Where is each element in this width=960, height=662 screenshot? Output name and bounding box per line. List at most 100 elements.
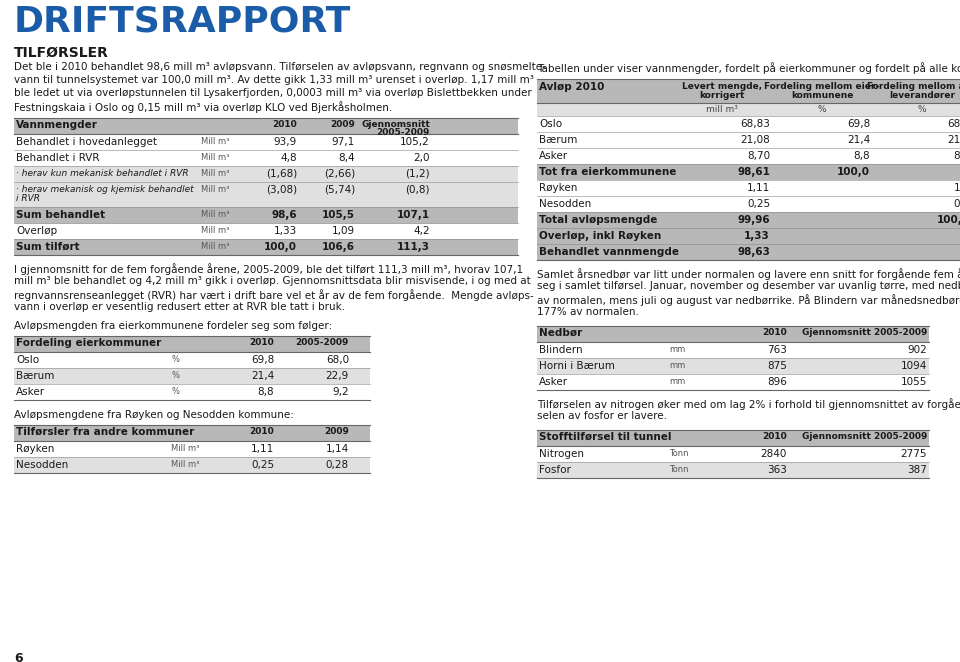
Text: 8,8: 8,8 (257, 387, 274, 397)
Text: 2010: 2010 (762, 432, 787, 441)
Bar (537, 462, 929, 478)
Bar (537, 132, 960, 148)
Text: Avløpsmengden fra eierkommunene fordeler seg som følger:: Avløpsmengden fra eierkommunene fordeler… (14, 321, 332, 331)
Text: Horni i Bærum: Horni i Bærum (539, 361, 614, 371)
Text: 1,11: 1,11 (251, 444, 274, 454)
Text: 93,9: 93,9 (274, 137, 297, 147)
Text: 107,1: 107,1 (396, 210, 430, 220)
Text: Røyken: Røyken (16, 444, 55, 454)
Text: Asker: Asker (16, 387, 45, 397)
Bar (14, 368, 370, 384)
Bar (14, 239, 518, 255)
Text: selen av fosfor er lavere.: selen av fosfor er lavere. (537, 411, 667, 421)
Text: (1,68): (1,68) (266, 169, 297, 179)
Text: 0,2: 0,2 (953, 199, 960, 209)
Text: 0,25: 0,25 (251, 460, 274, 470)
Text: Mill m³: Mill m³ (201, 185, 229, 194)
Text: Det ble i 2010 behandlet 98,6 mill m³ avløpsvann. Tilførselen av avløpsvann, reg: Det ble i 2010 behandlet 98,6 mill m³ av… (14, 62, 546, 72)
Text: kommunene: kommunene (791, 91, 853, 100)
Text: 21,08: 21,08 (740, 135, 770, 145)
Text: Tilførselen av nitrogen øker med om lag 2% i forhold til gjennomsnittet av forgå: Tilførselen av nitrogen øker med om lag … (537, 398, 960, 410)
Bar (537, 326, 929, 342)
Text: leverandører: leverandører (889, 91, 955, 100)
Text: Mill m³: Mill m³ (201, 226, 229, 235)
Bar (537, 212, 960, 228)
Text: 177% av normalen.: 177% av normalen. (537, 307, 638, 317)
Text: 6: 6 (14, 652, 23, 662)
Text: Fordeling mellom eier-: Fordeling mellom eier- (764, 82, 879, 91)
Text: Avløpsmengdene fra Røyken og Nesodden kommune:: Avløpsmengdene fra Røyken og Nesodden ko… (14, 410, 294, 420)
Text: Tonn: Tonn (669, 465, 688, 474)
Text: 106,6: 106,6 (322, 242, 355, 252)
Text: 2,0: 2,0 (414, 153, 430, 163)
Text: 0,25: 0,25 (747, 199, 770, 209)
Text: (5,74): (5,74) (324, 185, 355, 195)
Text: 2840: 2840 (760, 449, 787, 459)
Text: Gjennomsnitt: Gjennomsnitt (361, 120, 430, 129)
Text: 1055: 1055 (900, 377, 927, 387)
Bar (537, 358, 929, 374)
Text: Total avløpsmengde: Total avløpsmengde (539, 215, 658, 225)
Text: mm: mm (669, 345, 685, 354)
Text: 111,3: 111,3 (397, 242, 430, 252)
Text: 22,9: 22,9 (325, 371, 349, 381)
Text: TILFØRSLER: TILFØRSLER (14, 46, 108, 60)
Text: 105,2: 105,2 (400, 137, 430, 147)
Text: mm: mm (669, 377, 685, 386)
Text: Behandlet vannmengde: Behandlet vannmengde (539, 247, 679, 257)
Text: (2,66): (2,66) (324, 169, 355, 179)
Bar (14, 118, 518, 134)
Bar (14, 166, 518, 182)
Text: 2775: 2775 (900, 449, 927, 459)
Text: 69,8: 69,8 (847, 119, 870, 129)
Bar (14, 352, 370, 368)
Bar (537, 374, 929, 390)
Bar (14, 150, 518, 166)
Text: 363: 363 (767, 465, 787, 475)
Text: 8,7: 8,7 (953, 151, 960, 161)
Text: Gjennomsnitt 2005-2009: Gjennomsnitt 2005-2009 (802, 432, 927, 441)
Text: 875: 875 (767, 361, 787, 371)
Text: Asker: Asker (539, 151, 568, 161)
Text: 98,6: 98,6 (272, 210, 297, 220)
Bar (14, 425, 370, 441)
Bar (14, 134, 518, 150)
Text: vann til tunnelsystemet var 100,0 mill m³. Av dette gikk 1,33 mill m³ urenset i : vann til tunnelsystemet var 100,0 mill m… (14, 75, 534, 85)
Bar (14, 336, 370, 352)
Text: 8,8: 8,8 (853, 151, 870, 161)
Bar (537, 446, 929, 462)
Text: 2009: 2009 (324, 427, 349, 436)
Text: Tabellen under viser vannmengder, fordelt på eierkommuner og fordelt på alle kom: Tabellen under viser vannmengder, fordel… (537, 62, 960, 74)
Text: 1,1: 1,1 (953, 183, 960, 193)
Text: Røyken: Røyken (539, 183, 577, 193)
Text: (3,08): (3,08) (266, 185, 297, 195)
Bar (14, 207, 518, 223)
Text: 763: 763 (767, 345, 787, 355)
Text: 21,1: 21,1 (947, 135, 960, 145)
Text: 4,8: 4,8 (280, 153, 297, 163)
Text: 2010: 2010 (762, 328, 787, 337)
Text: mill m³ ble behandlet og 4,2 mill m³ gikk i overløp. Gjennomsnittsdata blir misv: mill m³ ble behandlet og 4,2 mill m³ gik… (14, 276, 531, 286)
Text: 1,33: 1,33 (744, 231, 770, 241)
Text: %: % (171, 371, 179, 380)
Text: Bærum: Bærum (539, 135, 577, 145)
Bar (537, 244, 960, 260)
Text: Tilførsler fra andre kommuner: Tilførsler fra andre kommuner (16, 427, 194, 437)
Text: 2005-2009: 2005-2009 (296, 338, 349, 347)
Text: 1,33: 1,33 (274, 226, 297, 236)
Bar (14, 384, 370, 400)
Text: 2009: 2009 (330, 120, 355, 129)
Text: 69,8: 69,8 (251, 355, 274, 365)
Text: 99,96: 99,96 (737, 215, 770, 225)
Text: %: % (818, 105, 827, 114)
Text: Mill m³: Mill m³ (201, 210, 229, 219)
Text: Oslo: Oslo (16, 355, 39, 365)
Text: av normalen, mens juli og august var nedbørrike. På Blindern var månedsnedbøren : av normalen, mens juli og august var ned… (537, 294, 960, 306)
Text: 98,61: 98,61 (737, 167, 770, 177)
Text: · herav mekanisk og kjemisk behandlet: · herav mekanisk og kjemisk behandlet (16, 185, 194, 194)
Text: vann i overløp er vesentlig redusert etter at RVR ble tatt i bruk.: vann i overløp er vesentlig redusert ett… (14, 302, 346, 312)
Text: Bærum: Bærum (16, 371, 55, 381)
Text: 97,1: 97,1 (332, 137, 355, 147)
Text: Nitrogen: Nitrogen (539, 449, 584, 459)
Text: Overløp, inkl Røyken: Overløp, inkl Røyken (539, 231, 661, 241)
